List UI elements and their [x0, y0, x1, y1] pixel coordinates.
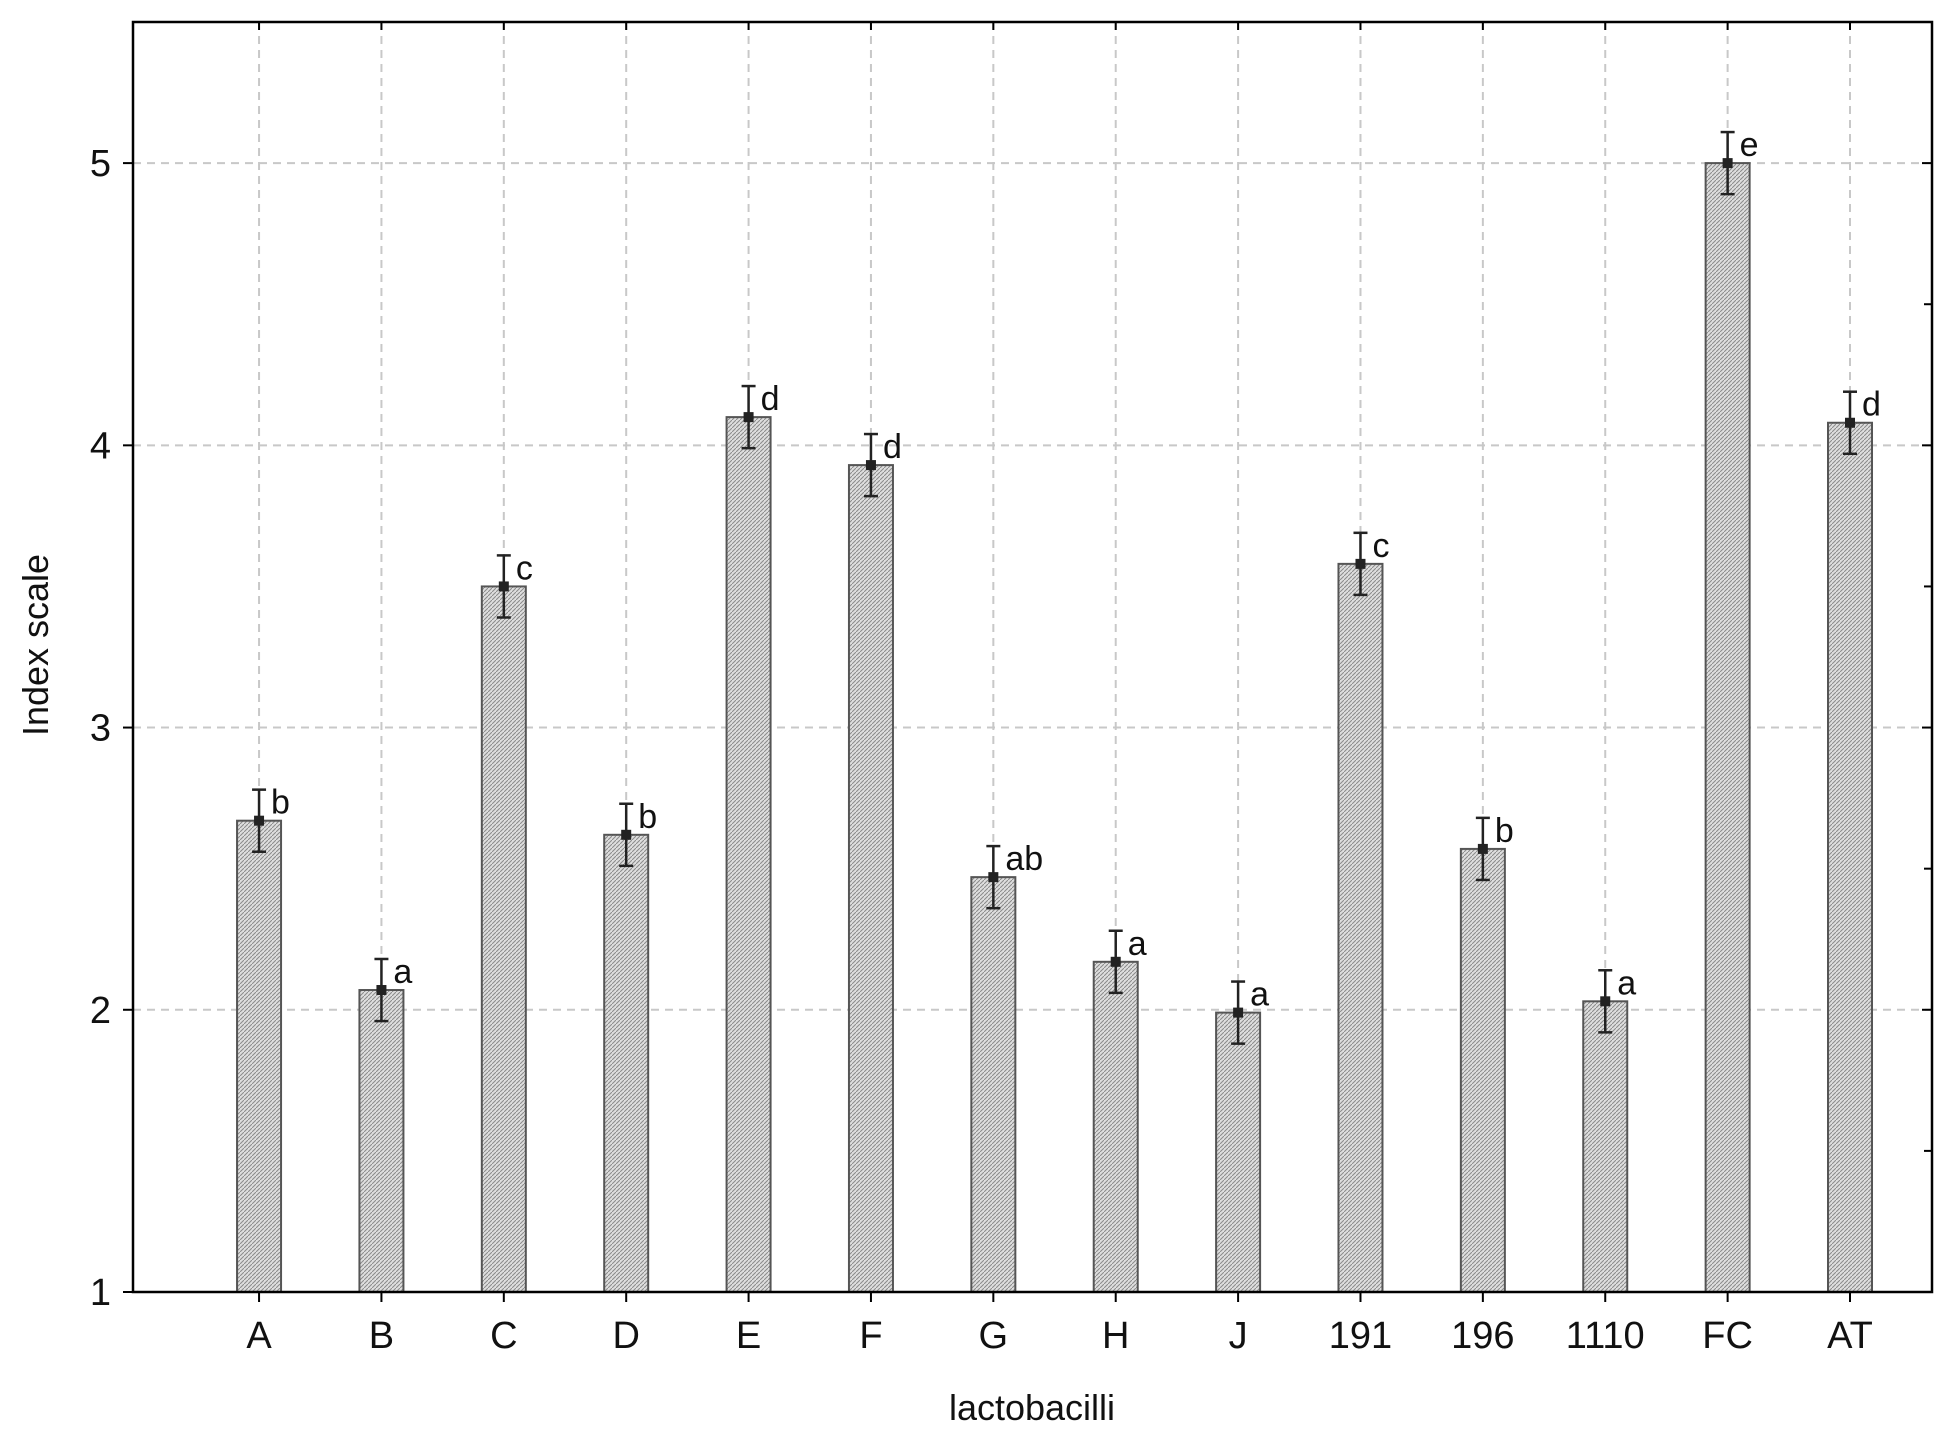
bar [236, 819, 283, 1293]
bar [358, 989, 405, 1293]
bar [1459, 847, 1506, 1294]
bar [603, 833, 650, 1293]
bar [1337, 562, 1384, 1293]
bar [1215, 1011, 1262, 1293]
mean-marker [376, 985, 387, 996]
x-tick-label: H [1102, 1315, 1129, 1357]
y-tick-label: 1 [90, 1272, 111, 1314]
significance-letter: b [638, 798, 657, 836]
significance-letter: c [516, 549, 533, 587]
significance-letter: ab [1005, 840, 1043, 878]
x-tick-label: C [490, 1315, 517, 1357]
x-tick-label: G [979, 1315, 1009, 1357]
y-tick-label: 5 [90, 143, 111, 185]
x-tick-label: 191 [1329, 1315, 1392, 1357]
axis-labels: 1 2 3 4 5 b Aa Bc Cb Dd Ed Fab Ga Ha Jc 191 b 196 a 1110 e FC… [90, 126, 1881, 1357]
significance-letter: d [1862, 386, 1881, 424]
y-axis-title: Index scale [15, 554, 56, 736]
bars [236, 162, 1874, 1294]
significance-letter: a [1617, 964, 1636, 1002]
plot-border [131, 20, 1934, 1294]
bar [970, 876, 1017, 1294]
bar [480, 585, 527, 1293]
y-tick-label: 2 [90, 990, 111, 1032]
significance-letter: b [1495, 812, 1514, 850]
x-tick-label: D [612, 1315, 639, 1357]
x-axis-title: lactobacilli [949, 1387, 1115, 1428]
mean-marker [1355, 558, 1366, 569]
y-tick-label: 3 [90, 708, 111, 750]
mean-marker [743, 412, 754, 423]
mean-marker [1600, 996, 1611, 1007]
significance-letter: d [883, 428, 902, 466]
significance-letter: c [1372, 527, 1389, 565]
significance-letter: a [393, 953, 412, 991]
mean-marker [1845, 417, 1856, 428]
bar [1092, 960, 1139, 1293]
mean-marker [1110, 956, 1121, 967]
bar [725, 416, 772, 1294]
mean-marker [1477, 843, 1488, 854]
x-tick-label: F [859, 1315, 882, 1357]
significance-letter: a [1128, 925, 1147, 963]
mean-marker [621, 829, 632, 840]
mean-marker [498, 581, 509, 592]
mean-marker [988, 872, 999, 883]
x-tick-label: B [369, 1315, 394, 1357]
x-tick-label: FC [1702, 1315, 1753, 1357]
x-tick-label: E [736, 1315, 761, 1357]
x-tick-label: A [246, 1315, 272, 1357]
bar [1582, 1000, 1629, 1293]
x-tick-label: AT [1827, 1315, 1873, 1357]
mean-marker [865, 460, 876, 471]
y-tick-label: 4 [90, 425, 111, 467]
x-tick-label: J [1229, 1315, 1248, 1357]
bar [847, 464, 894, 1294]
mean-marker [1233, 1007, 1244, 1018]
plot-frame [123, 20, 1934, 1302]
mean-marker [254, 815, 265, 826]
x-tick-label: 196 [1451, 1315, 1514, 1357]
mean-marker [1722, 158, 1733, 169]
bar [1704, 162, 1751, 1294]
significance-letter: a [1250, 976, 1269, 1014]
significance-letter: d [761, 380, 780, 418]
error-bars [252, 130, 1858, 1045]
significance-letter: e [1740, 126, 1759, 164]
significance-letter: b [271, 784, 290, 822]
bar [1827, 421, 1874, 1293]
x-tick-label: 1110 [1566, 1315, 1645, 1357]
